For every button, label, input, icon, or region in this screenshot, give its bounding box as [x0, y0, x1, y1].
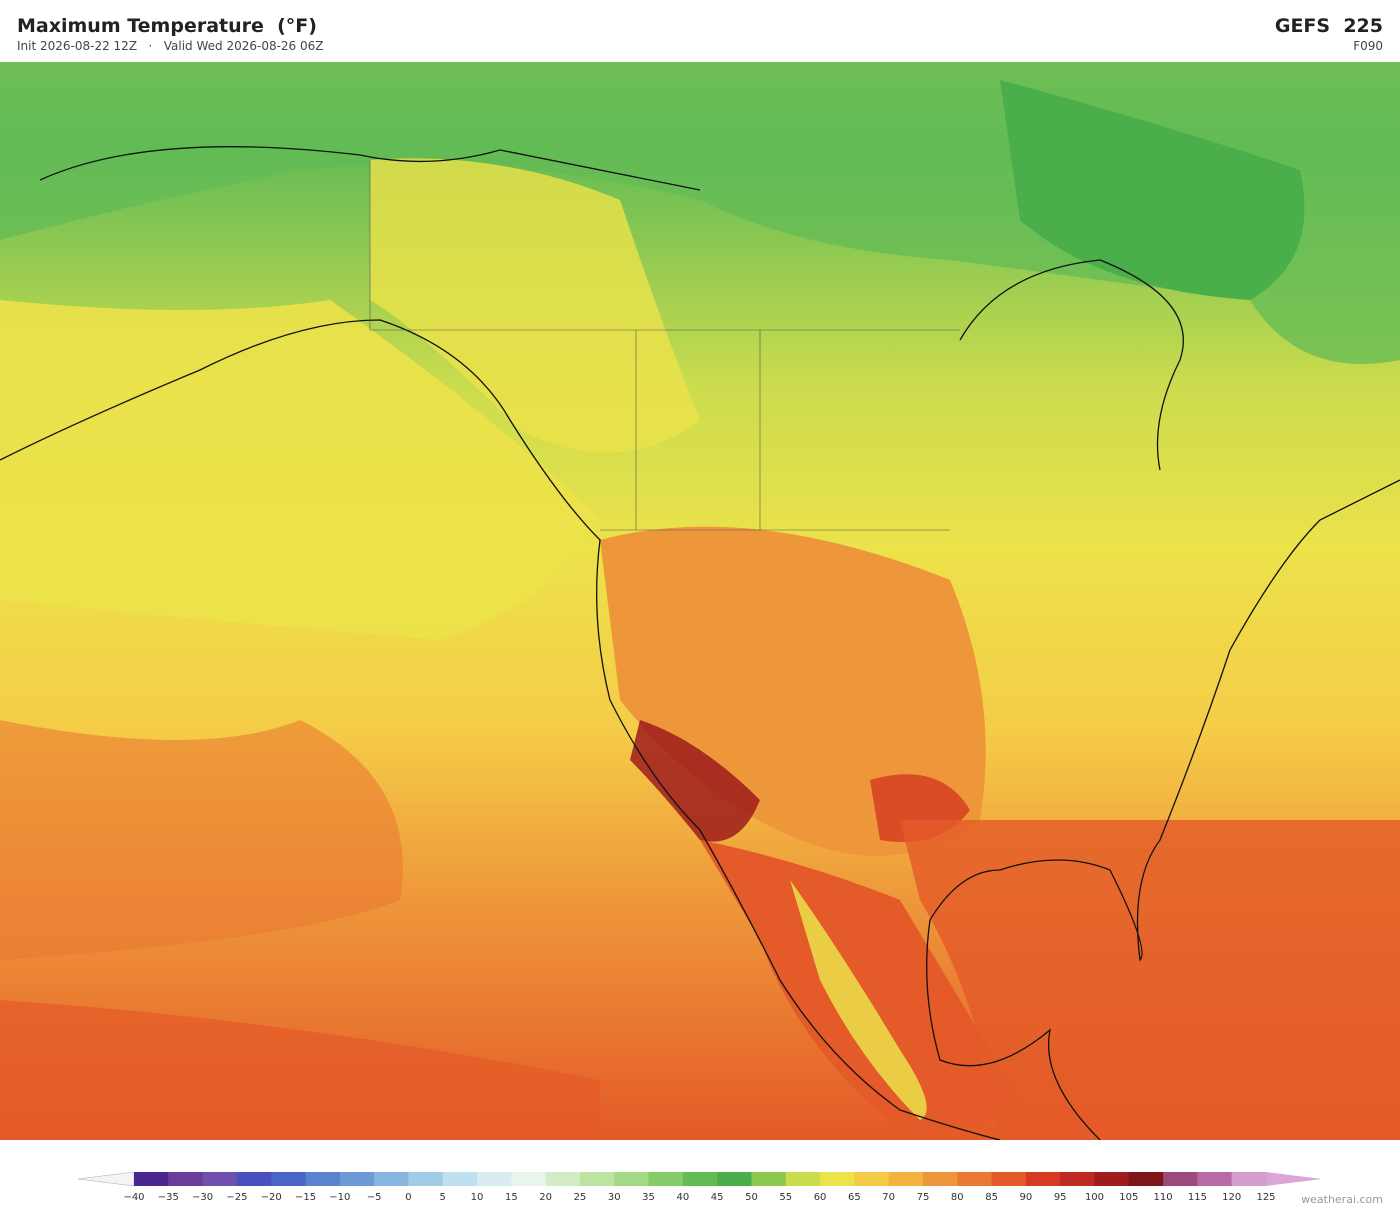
colorbar-bin: [579, 1172, 615, 1186]
colorbar-label: 80: [951, 1192, 964, 1203]
colorbar-label: −20: [261, 1192, 282, 1203]
colorbar-label: 60: [814, 1192, 827, 1203]
colorbar-label: −35: [158, 1192, 179, 1203]
colorbar-label: 30: [608, 1192, 621, 1203]
mexico-plateau: [790, 880, 927, 1120]
under-triangle: [77, 1171, 135, 1187]
colorbar-bin: [545, 1172, 581, 1186]
credit: weatherai.com: [1301, 1193, 1383, 1206]
colorbar-bin: [1060, 1172, 1095, 1186]
colorbar-bin: [648, 1172, 684, 1186]
colorbar-bin: [374, 1172, 409, 1186]
colorbar-label: 55: [779, 1192, 792, 1203]
colorbar-bin: [1197, 1172, 1233, 1186]
gulf-atlantic: [900, 820, 1400, 1140]
colorbar-label: 70: [882, 1192, 895, 1203]
colorbar-bin: [339, 1172, 375, 1186]
model: GEFS 225: [1274, 15, 1383, 37]
colorbar-label: 10: [471, 1192, 484, 1203]
colorbar-label: 45: [711, 1192, 724, 1203]
colorbar-label: 90: [1020, 1192, 1033, 1203]
colorbar-bin: [922, 1172, 958, 1186]
over-triangle: [1266, 1172, 1322, 1186]
colorbar-bin: [511, 1172, 547, 1186]
colorbar-bin: [1025, 1172, 1061, 1186]
colorbar-label: 120: [1222, 1192, 1241, 1203]
title: Maximum Temperature (°F): [17, 15, 317, 37]
arctic-region: [1000, 80, 1305, 300]
subtitle: Init 2026-08-22 12Z · Valid Wed 2026-08-…: [17, 39, 324, 53]
colorbar-bin: [888, 1172, 924, 1186]
colorbar-label: 65: [848, 1192, 861, 1203]
forecast-hour: F090: [1353, 39, 1383, 53]
colorbar-label: 105: [1119, 1192, 1138, 1203]
colorbar-bin: [717, 1172, 752, 1186]
colorbar-bin: [134, 1172, 169, 1186]
colorbar-label: 0: [405, 1192, 411, 1203]
warm-region: [370, 158, 700, 453]
colorbar-bin: [442, 1172, 478, 1186]
map: [0, 62, 1400, 1140]
colorbar-label: 5: [440, 1192, 446, 1203]
colorbar-bin: [168, 1172, 204, 1186]
colorbar-label: 20: [539, 1192, 552, 1203]
colorbar-label: 50: [745, 1192, 758, 1203]
colorbar-label: 125: [1256, 1192, 1275, 1203]
colorbar-bin: [1231, 1172, 1267, 1186]
colorbar: −40 −35 −30 −25 −20 −15 −10 −5 0 5 10 15 20 25 30 35 40 4…: [77, 1171, 1322, 1203]
colorbar-label: 75: [917, 1192, 930, 1203]
colorbar-bin: [305, 1172, 341, 1186]
colorbar-bin: [202, 1172, 238, 1186]
colorbar-label: 25: [574, 1192, 587, 1203]
colorbar-bin: [408, 1172, 444, 1186]
colorbar-bin: [236, 1172, 272, 1186]
colorbar-label: 95: [1054, 1192, 1067, 1203]
pacific-warm: [0, 300, 600, 640]
colorbar-label: −10: [329, 1192, 350, 1203]
colorbar-bin: [614, 1172, 650, 1186]
desert-hottest: [630, 720, 760, 842]
colorbar-label: 115: [1188, 1192, 1207, 1203]
colorbar-label: 110: [1154, 1192, 1173, 1203]
colorbar-label: −5: [367, 1192, 382, 1203]
colorbar-label: 15: [505, 1192, 518, 1203]
tropics: [0, 1000, 600, 1140]
colorbar-bin: [271, 1172, 307, 1186]
borders: [369, 160, 960, 531]
colorbar-label: −25: [226, 1192, 247, 1203]
colorbar-label: 40: [676, 1192, 689, 1203]
colorbar-bin: [854, 1172, 890, 1186]
colorbar-bin: [957, 1172, 993, 1186]
coastline: [0, 146, 1400, 1140]
colorbar-bin: [1094, 1172, 1130, 1186]
colorbar-bin: [1128, 1172, 1164, 1186]
colorbar-label: −40: [123, 1192, 144, 1203]
colorbar-bin: [682, 1172, 718, 1186]
colorbar-bin: [820, 1172, 855, 1186]
colorbar-label: 85: [985, 1192, 998, 1203]
colorbar-label: 35: [642, 1192, 655, 1203]
colorbar-bin: [1163, 1172, 1198, 1186]
colorbar-bin: [477, 1172, 512, 1186]
colorbar-label: 100: [1085, 1192, 1104, 1203]
colorbar-bin: [991, 1172, 1027, 1186]
colorbar-bin: [751, 1172, 787, 1186]
colorbar-label: −15: [295, 1192, 316, 1203]
pacific-hot: [0, 720, 403, 960]
colorbar-bin: [785, 1172, 821, 1186]
colorbar-label: −30: [192, 1192, 213, 1203]
